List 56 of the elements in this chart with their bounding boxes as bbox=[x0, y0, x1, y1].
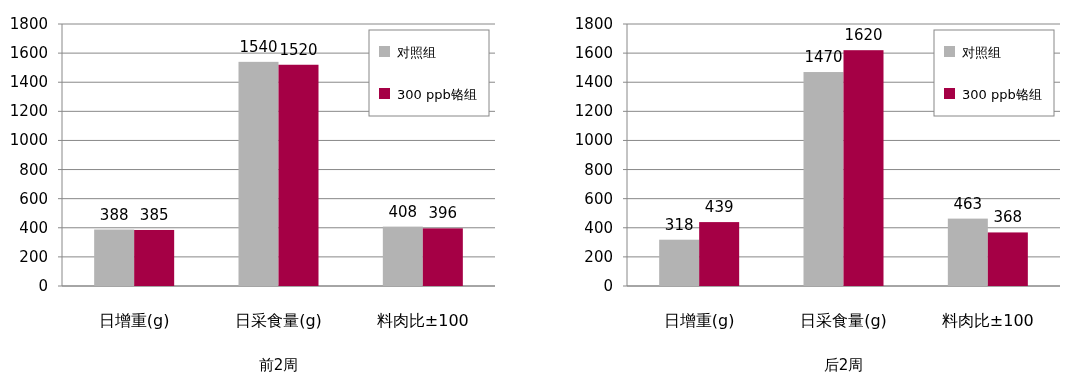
data-label: 439 bbox=[704, 198, 734, 217]
data-label: 463 bbox=[953, 194, 983, 213]
legend-label: 对照组 bbox=[962, 45, 1001, 60]
y-tick-label: 1800 bbox=[9, 15, 48, 33]
y-tick-label: 400 bbox=[19, 218, 48, 237]
y-tick-label: 400 bbox=[584, 218, 613, 237]
y-tick-label: 200 bbox=[19, 247, 48, 266]
y-tick-label: 200 bbox=[584, 247, 613, 266]
y-tick-label: 1200 bbox=[574, 102, 613, 121]
legend-label: 300 ppb铬组 bbox=[397, 87, 477, 102]
bar bbox=[699, 222, 740, 286]
y-tick-label: 800 bbox=[19, 160, 48, 179]
legend-label: 300 ppb铬组 bbox=[962, 87, 1042, 102]
data-label: 1470 bbox=[804, 48, 843, 67]
bar bbox=[94, 229, 135, 286]
y-tick-label: 1000 bbox=[574, 131, 613, 150]
bar bbox=[238, 61, 279, 286]
y-tick-label: 0 bbox=[38, 277, 48, 295]
data-label: 396 bbox=[428, 204, 458, 223]
data-label: 318 bbox=[664, 215, 694, 234]
bar bbox=[382, 226, 423, 286]
data-label: 368 bbox=[993, 208, 1023, 227]
bar bbox=[987, 232, 1028, 286]
y-tick-label: 600 bbox=[19, 189, 48, 208]
bar bbox=[803, 72, 844, 286]
y-tick-label: 1400 bbox=[574, 73, 613, 92]
y-tick-label: 1200 bbox=[9, 102, 48, 121]
bar bbox=[843, 50, 884, 286]
data-label: 1620 bbox=[844, 26, 883, 45]
data-label: 1520 bbox=[279, 40, 318, 59]
data-label: 388 bbox=[99, 205, 129, 224]
bar bbox=[947, 218, 988, 286]
y-tick-label: 1000 bbox=[9, 131, 48, 150]
text: 后2周 bbox=[823, 356, 864, 374]
bar bbox=[659, 239, 700, 286]
data-label: 1540 bbox=[239, 37, 278, 56]
x-tick-label: 日增重(g) bbox=[663, 311, 735, 330]
y-tick-label: 1600 bbox=[574, 44, 613, 63]
y-tick-label: 1600 bbox=[9, 44, 48, 63]
text: 前2周 bbox=[258, 356, 299, 374]
y-tick-label: 0 bbox=[603, 277, 613, 295]
x-tick-label: 日增重(g) bbox=[98, 311, 170, 330]
x-tick-label: 日采食量(g) bbox=[235, 311, 322, 330]
data-label: 385 bbox=[139, 205, 169, 224]
x-tick-label: 料肉比±100 bbox=[376, 311, 469, 330]
bar bbox=[278, 64, 319, 286]
bar bbox=[422, 228, 463, 286]
x-tick-label: 日采食量(g) bbox=[800, 311, 887, 330]
legend-label: 对照组 bbox=[397, 45, 436, 60]
y-tick-label: 1400 bbox=[9, 73, 48, 92]
y-tick-label: 600 bbox=[584, 189, 613, 208]
data-label: 408 bbox=[388, 202, 418, 221]
y-tick-label: 1800 bbox=[574, 15, 613, 33]
bar bbox=[134, 229, 175, 286]
x-tick-label: 料肉比±100 bbox=[941, 311, 1034, 330]
y-tick-label: 800 bbox=[584, 160, 613, 179]
